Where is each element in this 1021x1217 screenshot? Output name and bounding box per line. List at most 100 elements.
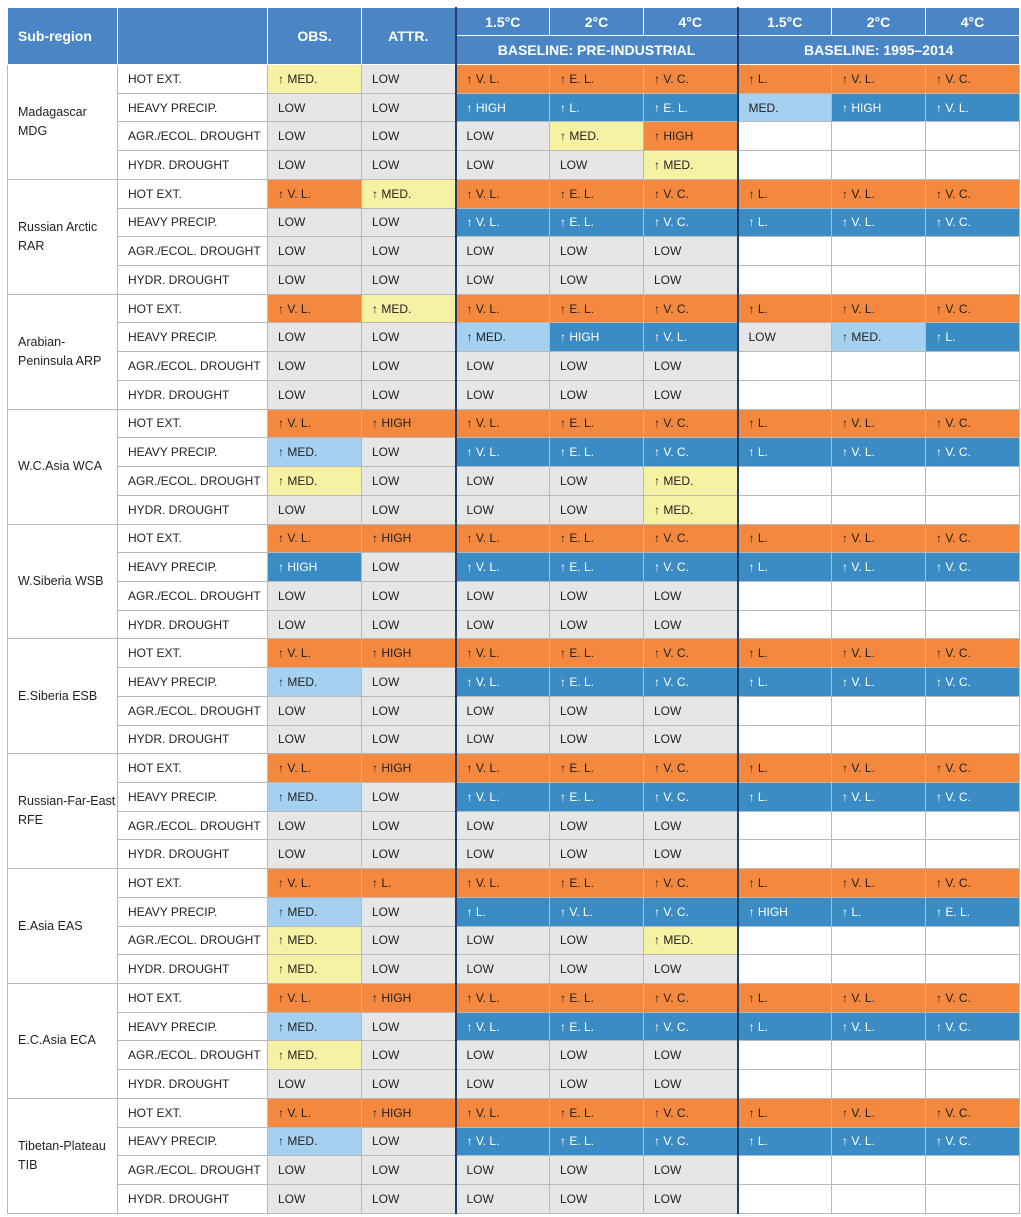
projection-preindustrial-cell: ↑ V. L. [454,1011,550,1042]
projection-recent-cell [831,121,926,152]
hazard-label: AGR./ECOL. DROUGHT [117,351,268,381]
obs-cell: ↑ MED. [267,1040,362,1071]
projection-preindustrial-cell: ↑ V. C. [643,1011,738,1042]
table-row: Madagascar MDG HOT EXT. ↑ MED. LOW ↑ V. L. ↑ … [7,64,1020,180]
projection-preindustrial-cell: ↑ V. C. [643,437,738,468]
hazard-label: HYDR. DROUGHT [117,954,268,984]
obs-cell: LOW [267,150,362,180]
attr-cell: LOW [361,1040,456,1071]
projection-recent-cell [736,810,832,841]
projection-preindustrial-cell: ↑ V. L. [454,753,550,783]
projection-recent-cell: ↑ L. [736,64,832,94]
projection-recent-cell: ↑ L. [736,293,832,324]
projection-recent-cell [736,150,832,180]
projection-recent-cell [736,839,832,870]
attr-cell: LOW [361,265,456,295]
projection-recent-cell: ↑ L. [736,178,832,209]
projection-recent-cell: ↑ V. C. [925,753,1020,783]
obs-cell: LOW [267,839,362,870]
projection-recent-cell [925,954,1020,984]
projection-preindustrial-cell: ↑ V. C. [643,983,738,1013]
obs-cell: ↑ V. L. [267,523,362,554]
attr-cell: LOW [361,954,456,984]
projection-recent-cell: ↑ L. [736,207,832,238]
hazard-label: HEAVY PRECIP. [117,667,268,697]
hazard-label: HOT EXT. [117,523,268,554]
projection-preindustrial-cell: LOW [643,1040,738,1071]
attr-cell: ↑ HIGH [361,638,456,669]
projection-preindustrial-cell: ↑ E. L. [549,293,644,324]
hazard-label: AGR./ECOL. DROUGHT [117,925,268,956]
projection-preindustrial-cell: ↑ E. L. [549,1126,644,1157]
projection-recent-cell [831,724,926,755]
table-row: HEAVY PRECIP. ↑ MED. LOW ↑ V. L. ↑ E. L. ↑ V.… [8,437,1020,468]
hazard-label: HYDR. DROUGHT [117,150,268,180]
baseline-preindustrial-header: BASELINE: PRE-INDUSTRIAL [454,35,738,65]
projection-preindustrial-cell: ↑ V. C. [643,896,738,927]
projection-preindustrial-cell: LOW [454,925,550,956]
projection-preindustrial-cell: ↑ E. L. [549,1097,644,1128]
projection-recent-cell: ↑ L. [736,868,832,898]
projection-preindustrial-cell: ↑ V. C. [643,667,738,697]
projection-preindustrial-cell: LOW [549,954,644,984]
projection-preindustrial-cell: LOW [549,810,644,841]
attr-cell: LOW [361,724,456,755]
projection-preindustrial-cell: LOW [549,839,644,870]
hazard-label: HOT EXT. [117,1097,268,1128]
obs-cell: LOW [267,92,362,123]
table-row: W.C.Asia WCA HOT EXT. ↑ V. L. ↑ HIGH ↑ V. L.… [7,408,1020,525]
attr-cell: LOW [361,1155,456,1186]
projection-preindustrial-cell: ↑ E. L. [643,92,738,123]
table-row: Arabian-Peninsula ARP HOT EXT. ↑ V. L. ↑ ME… [7,293,1020,410]
projection-preindustrial-cell: LOW [549,466,644,496]
projection-preindustrial-cell: ↑ V. L. [454,1126,550,1157]
hazard-label: AGR./ECOL. DROUGHT [117,580,268,611]
projection-recent-cell: ↑ V. L. [831,293,926,324]
projection-recent-cell [831,580,926,611]
projection-preindustrial-cell: LOW [549,925,644,956]
subregion-name: E.Asia EAS [7,868,118,984]
projection-recent-cell: ↑ V. C. [925,178,1020,209]
projection-recent-cell [736,724,832,755]
projection-preindustrial-cell: ↑ V. C. [643,293,738,324]
projection-recent-cell: ↑ V. C. [925,207,1020,238]
attr-cell: LOW [361,92,456,123]
projection-recent-cell [736,494,832,525]
obs-cell: ↑ V. L. [267,178,362,209]
projection-recent-cell [831,150,926,180]
hazard-label: HEAVY PRECIP. [117,322,268,353]
attr-cell: ↑ HIGH [361,523,456,554]
obs-cell: ↑ V. L. [267,293,362,324]
hazard-label: HOT EXT. [117,64,268,94]
projection-recent-cell [736,954,832,984]
projection-preindustrial-cell: ↑ V. L. [454,552,550,582]
hazard-label: HYDR. DROUGHT [117,609,268,640]
subregion-name: Arabian-Peninsula ARP [7,293,118,410]
obs-cell: LOW [267,1184,362,1214]
hazard-label: HEAVY PRECIP. [117,896,268,927]
attr-cell: ↑ MED. [361,178,456,209]
projection-preindustrial-cell: LOW [549,580,644,611]
projection-preindustrial-cell: ↑ V. L. [454,178,550,209]
hazard-label: HYDR. DROUGHT [117,724,268,755]
temp-header-pi-1: 1.5°C [454,7,550,36]
attr-cell: LOW [361,322,456,353]
projection-preindustrial-cell: ↑ E. L. [549,781,644,812]
projection-preindustrial-cell: ↑ E. L. [549,667,644,697]
projection-recent-cell: ↑ V. L. [831,64,926,94]
projection-preindustrial-cell: LOW [549,1069,644,1099]
projection-preindustrial-cell: ↑ L. [454,896,550,927]
table-row: HEAVY PRECIP. ↑ HIGH LOW ↑ V. L. ↑ E. L. ↑ V.… [8,552,1020,582]
obs-cell: LOW [267,695,362,726]
attr-cell: LOW [361,150,456,180]
attr-cell: LOW [361,207,456,238]
table-row: E.Asia EAS HOT EXT. ↑ V. L. ↑ L. ↑ V. L. ↑ E.… [7,868,1020,984]
obs-cell: LOW [267,351,362,381]
projection-preindustrial-cell: LOW [549,724,644,755]
hazard-label: HEAVY PRECIP. [117,1126,268,1157]
projection-recent-cell [925,150,1020,180]
projection-recent-cell [831,810,926,841]
projection-recent-cell: ↑ V. L. [831,983,926,1013]
obs-cell: ↑ HIGH [267,552,362,582]
projection-recent-cell [736,236,832,267]
